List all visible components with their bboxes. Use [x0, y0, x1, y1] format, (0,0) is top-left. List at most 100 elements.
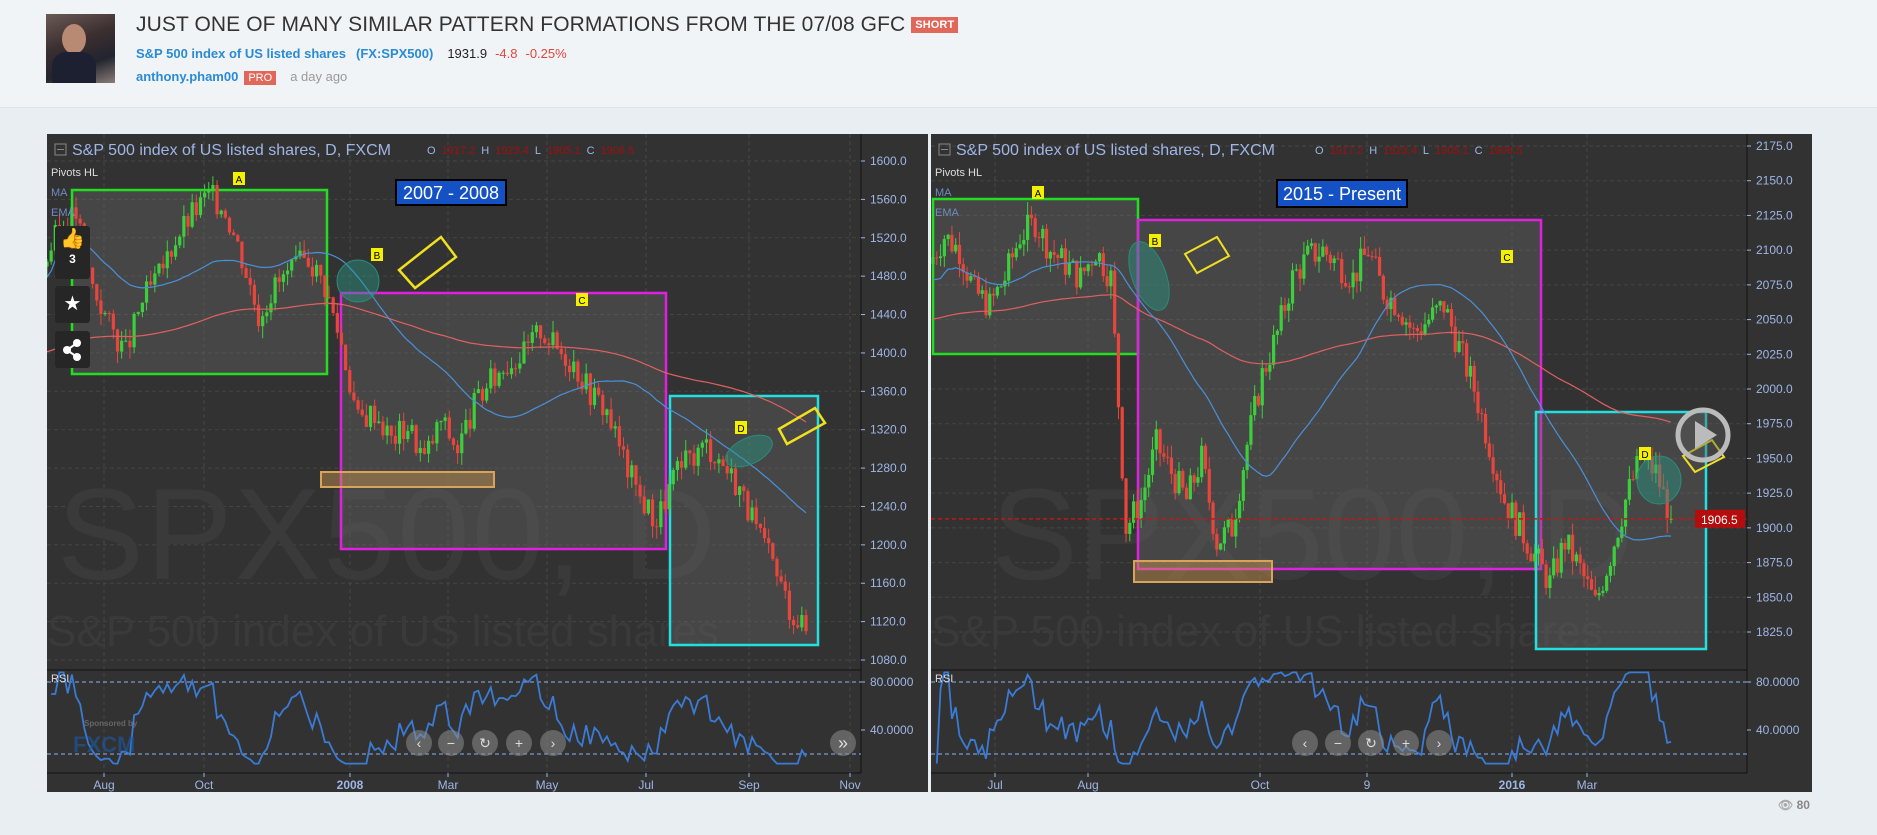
candle-body [1374, 256, 1378, 258]
sponsor-logo[interactable]: Sponsored by FXCM [73, 719, 138, 757]
indicator-pivots-hl[interactable]: Pivots HL [51, 167, 98, 179]
pattern-rect-b[interactable] [397, 235, 458, 290]
candle-body [563, 354, 568, 366]
zoom-in-button[interactable]: + [1393, 730, 1419, 756]
candle-body [194, 202, 198, 216]
candle-body [1222, 527, 1227, 544]
indicator-ema[interactable]: EMA [51, 207, 76, 219]
candle-body [447, 417, 451, 439]
candle-body [144, 281, 149, 303]
candle-body [422, 448, 427, 454]
watermark-symbol: SPX500, D [57, 461, 718, 607]
sponsor-text: Sponsored by [84, 719, 138, 728]
zoom-out-button[interactable]: − [438, 730, 464, 756]
reset-button[interactable]: ↻ [1358, 730, 1384, 756]
pattern-rect-d[interactable] [777, 406, 827, 446]
like-button[interactable]: 👍 3 [55, 226, 90, 279]
candle-body [746, 491, 750, 521]
candle-body [1480, 413, 1484, 415]
candle-body [1033, 218, 1037, 238]
candle-body [791, 619, 796, 626]
price-tick-label: 1320.0 [870, 423, 907, 437]
candle-body [1343, 283, 1348, 287]
scroll-left-button[interactable]: ‹ [406, 730, 432, 756]
indicator-ema[interactable]: EMA [935, 207, 960, 219]
support-zone[interactable] [1133, 560, 1273, 583]
candle-body [1419, 331, 1423, 335]
candle-body [1207, 468, 1211, 503]
symbol-name-link[interactable]: S&P 500 index of US listed shares [136, 46, 347, 61]
indicator-pivots-hl[interactable]: Pivots HL [935, 167, 982, 179]
candle-body [501, 372, 505, 374]
candle-body [1313, 243, 1317, 262]
chart-canvas[interactable]: SPX500, D S&P 500 index of US listed sha… [931, 134, 1813, 792]
play-button[interactable] [1675, 407, 1731, 463]
label-c: C [576, 293, 588, 307]
candle-body [597, 387, 601, 395]
chart-canvas[interactable]: SPX500, D S&P 500 index of US listed sha… [47, 134, 928, 792]
candle-body [965, 272, 969, 281]
label-d: D [1639, 447, 1651, 461]
symbol-code-link[interactable]: (FX:SPX500) [356, 46, 434, 61]
collapse-icon[interactable] [938, 143, 951, 156]
scroll-left-button[interactable]: ‹ [1292, 730, 1318, 756]
indicator-ma[interactable]: MA [935, 187, 952, 199]
period-label[interactable]: 2015 - Present [1276, 179, 1408, 208]
share-button[interactable] [55, 331, 90, 368]
symbol-change: -4.8 [495, 46, 518, 61]
play-icon [1695, 421, 1717, 449]
candle-body [1298, 269, 1302, 279]
support-zone[interactable] [320, 471, 495, 488]
candle-body [1097, 253, 1102, 262]
pattern-box-d[interactable] [668, 394, 820, 647]
time-tick-label: Jul [638, 778, 653, 792]
candle-body [1184, 487, 1189, 500]
scroll-right-button[interactable]: › [540, 730, 566, 756]
author-avatar[interactable] [46, 14, 115, 83]
legend-title: S&P 500 index of US listed shares, D, FX… [956, 142, 1275, 159]
period-label[interactable]: 2007 - 2008 [395, 179, 507, 206]
candle-body [1506, 503, 1510, 519]
candle-body [240, 241, 244, 269]
candle-body [1650, 456, 1654, 474]
indicator-ma[interactable]: MA [51, 187, 68, 199]
pattern-rect-d[interactable] [1681, 438, 1726, 474]
candle-body [468, 419, 472, 429]
price-tick-label: 2100.0 [1756, 243, 1793, 257]
candle-body [1623, 499, 1628, 527]
candle-body [509, 368, 514, 375]
favorite-button[interactable]: ★ [55, 286, 90, 323]
price-tick-label: 1240.0 [870, 499, 907, 513]
zoom-out-button[interactable]: − [1325, 730, 1351, 756]
candle-body [178, 236, 182, 246]
price-tick-label: 1900.0 [1756, 521, 1793, 535]
eye-icon: 👁 [1778, 798, 1794, 812]
chart-2007-2008[interactable]: SPX500, D S&P 500 index of US listed sha… [47, 134, 928, 792]
candle-body [696, 447, 700, 466]
candle-body [451, 438, 456, 446]
pattern-point-b-marker[interactable] [1121, 236, 1178, 315]
author-link[interactable]: anthony.pham00 [136, 69, 239, 84]
pattern-point-d-marker[interactable] [1636, 455, 1682, 505]
candle-body [1048, 251, 1052, 259]
candle-body [717, 459, 721, 464]
pattern-box-a[interactable] [70, 188, 329, 376]
reset-button[interactable]: ↻ [472, 730, 498, 756]
candle-body [1215, 533, 1219, 550]
candle-body [576, 361, 580, 382]
scroll-to-end-button[interactable]: » [830, 730, 856, 756]
pattern-point-b-marker[interactable] [336, 259, 380, 303]
pattern-rect-b[interactable] [1183, 235, 1231, 275]
candle-body [173, 245, 178, 257]
collapse-icon[interactable] [54, 143, 67, 156]
scroll-right-button[interactable]: › [1426, 730, 1452, 756]
zoom-in-button[interactable]: + [506, 730, 532, 756]
candle-body [393, 435, 397, 444]
pattern-box-c[interactable] [339, 291, 668, 551]
candle-body [198, 197, 203, 216]
candle-body [1128, 522, 1132, 534]
chart-2015-present[interactable]: SPX500, D S&P 500 index of US listed sha… [931, 134, 1812, 792]
candle-body [1154, 429, 1158, 450]
candle-body [1321, 246, 1325, 257]
pattern-point-d-marker[interactable] [721, 429, 777, 474]
